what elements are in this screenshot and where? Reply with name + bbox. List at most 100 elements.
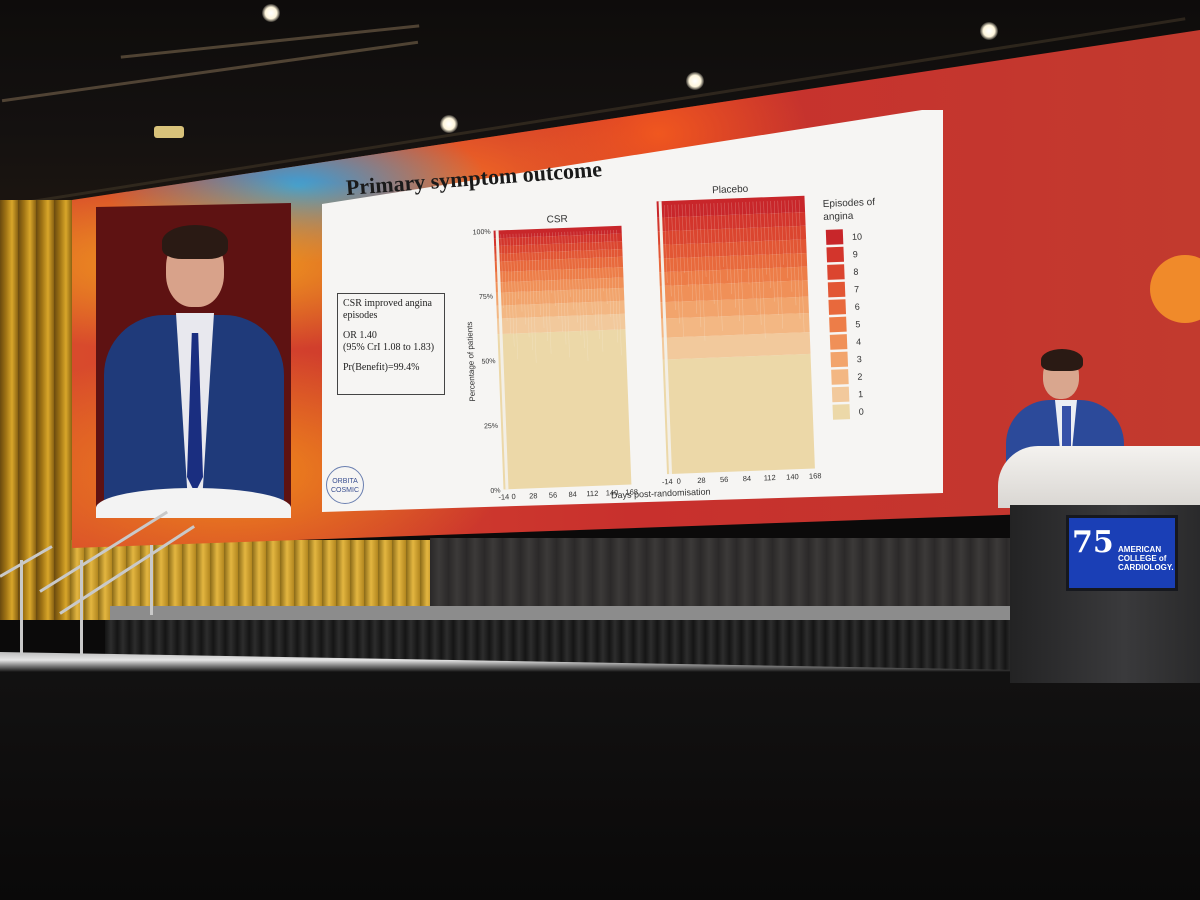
railing-post [150,545,153,615]
texture-line [713,203,719,318]
texture-line [752,201,758,312]
spotlight [980,22,998,40]
area-band-1 [496,313,626,335]
result-box-line: CSR improved angina episodes [343,298,432,321]
texture-line [710,203,715,304]
texture-line [749,201,754,298]
legend-label: 1 [858,389,863,399]
texture-line [567,231,571,297]
texture-line [784,200,789,279]
stage-top [110,606,1020,624]
area-band-10 [493,225,622,239]
area-band-9 [657,212,806,232]
texture-line [576,231,582,336]
area-band-8 [657,225,807,246]
legend-label: 6 [855,302,860,312]
area-band-7 [658,239,807,259]
texture-line [506,234,511,334]
texture-line [688,204,694,301]
legend-swatch [825,229,844,245]
podium-top [998,446,1200,508]
x-tick-label: 168 [625,487,638,496]
video-podium [96,488,291,518]
panel-label: Placebo [712,184,749,196]
x-tick-label: 84 [743,474,752,483]
texture-line [756,201,762,325]
texture-line [500,234,504,309]
legend-swatch [830,351,849,368]
texture-line [763,201,767,275]
texture-line [667,204,672,297]
texture-line [699,203,706,341]
result-box-line: OR 1.40 [343,330,377,341]
legend-swatch [827,264,845,280]
presenter-hair [1041,349,1083,371]
texture-line [734,202,741,322]
texture-line [795,200,801,319]
legend-label: 0 [859,407,864,417]
legend-swatch [826,246,845,263]
texture-line [601,230,604,292]
area-band-1 [661,332,811,360]
baseline-strip [658,201,673,475]
texture-line [706,203,711,291]
presenter-tie [1062,406,1071,456]
texture-line [552,232,556,307]
texture-line [573,231,578,323]
texture-line [534,233,538,303]
x-tick-label: 112 [586,489,598,498]
auditorium-floor [0,680,1200,900]
ceiling-truss [1,40,419,103]
railing-post [80,560,83,655]
texture-line [685,204,689,287]
spotlight [262,4,280,22]
area-band-0 [497,329,632,490]
y-tick-label: 0% [490,488,500,495]
legend-title: angina [823,211,854,223]
y-tick-label: 25% [484,423,498,431]
texture-line [674,204,680,324]
texture-line [798,199,805,333]
texture-line [509,234,515,347]
texture-line [549,232,553,294]
texture-line [724,202,728,281]
x-tick-label: 112 [764,473,776,482]
texture-line [564,231,570,358]
logo-text: ORBITA [332,478,358,485]
x-tick-label: 140 [606,488,619,497]
texture-line [546,232,552,354]
acc-75-number: 75 [1072,525,1114,560]
texture-line [521,233,526,325]
texture-line [777,200,783,329]
texture-line [524,233,530,338]
area-band-0 [662,353,815,475]
texture-line [759,201,766,339]
legend-label: 9 [853,249,858,259]
texture-line [703,203,707,277]
texture-line [616,229,622,356]
legend-label: 7 [854,284,859,294]
x-axis-label: Days post-randomisation [611,487,711,501]
y-tick-label: 50% [481,358,495,366]
spotlight [440,115,458,133]
screen-graphic-blob [1150,255,1200,323]
texture-line [518,233,523,312]
acc-logo-line: COLLEGE of [1118,554,1167,563]
acc-logo-line: AMERICAN [1118,545,1162,554]
legend-label: 2 [857,372,862,382]
texture-line [585,231,590,301]
texture-line [731,202,736,308]
x-tick-label: 56 [549,490,558,499]
legend-swatch [828,299,847,315]
texture-line [607,230,612,317]
y-axis-label: Percentage of patients [465,321,477,401]
legend-label: 3 [857,354,862,364]
texture-line [558,232,563,332]
legend-label: 10 [852,232,862,242]
legend-label: 8 [853,267,858,277]
area-band-6 [658,252,808,273]
x-tick-label: 0 [676,477,681,486]
texture-line [561,232,567,345]
texture-line [588,230,593,314]
